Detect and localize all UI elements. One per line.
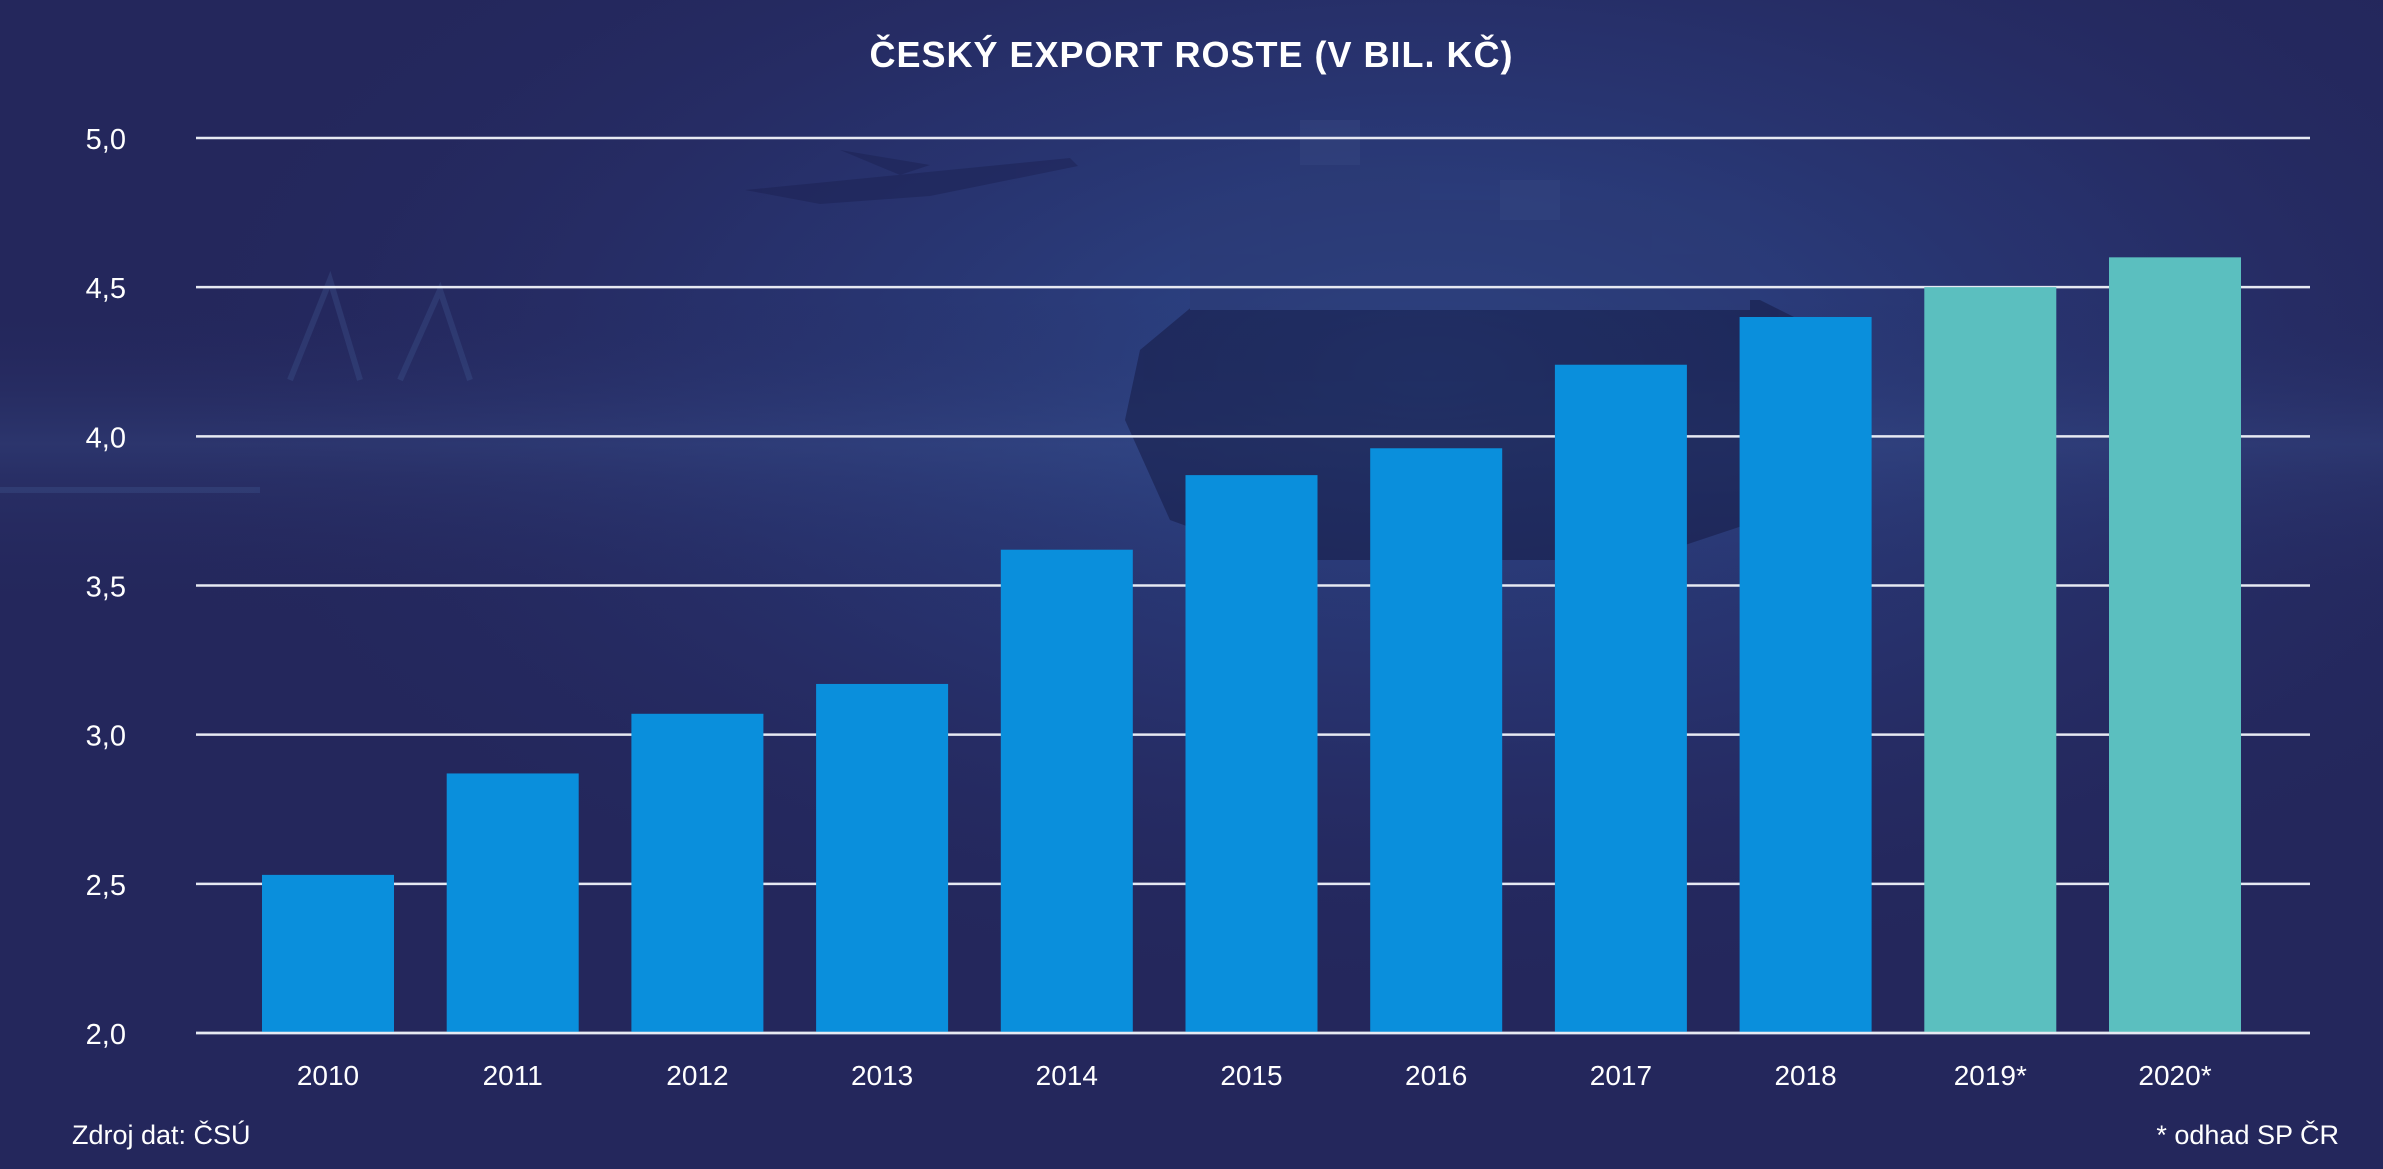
x-tick-label: 2019* <box>1954 1060 2027 1091</box>
bar <box>1185 475 1318 1033</box>
data-source-label: Zdroj dat: ČSÚ <box>72 1120 251 1150</box>
bar <box>1554 364 1687 1033</box>
airplane-silhouette <box>745 150 1078 204</box>
bar <box>1370 448 1503 1033</box>
x-tick-label: 2011 <box>483 1060 543 1091</box>
chart-title: ČESKÝ EXPORT ROSTE (V BIL. KČ) <box>869 34 1514 75</box>
bar-estimate <box>2109 257 2241 1033</box>
y-tick-label: 2,0 <box>86 1019 126 1051</box>
y-tick-label: 3,5 <box>86 572 126 604</box>
x-tick-label: 2012 <box>666 1060 728 1091</box>
y-axis: 2,0 2,5 3,0 3,5 4,0 4,5 5,0 <box>86 124 126 1051</box>
y-tick-label: 4,0 <box>86 422 126 454</box>
y-tick-label: 2,5 <box>86 870 126 902</box>
bar <box>1739 317 1872 1033</box>
bar <box>262 874 394 1033</box>
crane-silhouettes <box>0 270 473 493</box>
x-tick-label: 2017 <box>1590 1060 1652 1091</box>
x-tick-label: 2020* <box>2138 1060 2211 1091</box>
x-tick-label: 2018 <box>1774 1060 1836 1091</box>
bar <box>1000 549 1133 1033</box>
y-tick-label: 5,0 <box>86 124 126 156</box>
bar <box>816 683 949 1033</box>
y-tick-label: 4,5 <box>86 273 126 305</box>
bars <box>262 257 2241 1034</box>
estimate-footnote: * odhad SP ČR <box>2156 1120 2339 1150</box>
x-axis: 2010 2011 2012 2013 2014 2015 2016 2017 2018 2019… <box>196 1031 2310 1091</box>
x-tick-label: 2016 <box>1405 1060 1467 1091</box>
bar <box>631 713 764 1033</box>
x-tick-label: 2013 <box>851 1060 913 1091</box>
y-tick-label: 3,0 <box>86 721 126 753</box>
x-tick-label: 2015 <box>1220 1060 1282 1091</box>
x-tick-label: 2010 <box>297 1060 359 1091</box>
bar <box>446 773 579 1033</box>
bar-estimate <box>1924 287 2057 1034</box>
x-tick-label: 2014 <box>1036 1060 1098 1091</box>
